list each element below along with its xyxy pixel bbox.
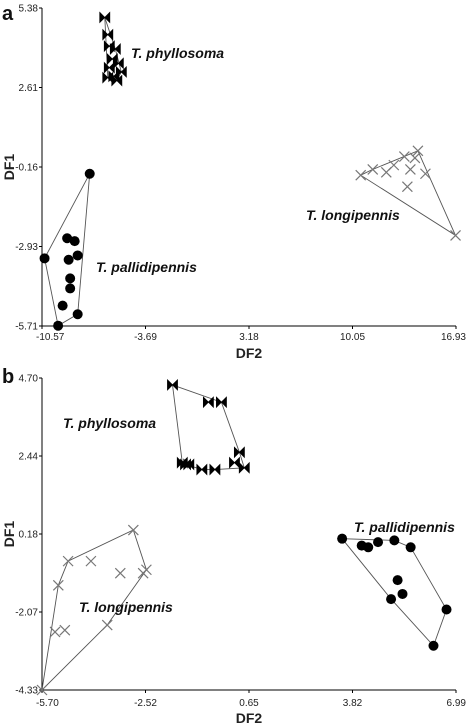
x-tick-label: 6.99	[447, 698, 467, 709]
y-tick-label: -4.33	[15, 686, 38, 697]
x-tick-label: 3.82	[343, 698, 363, 709]
point-b-x-1-7	[49, 626, 61, 638]
point-b-circle-2-5	[405, 542, 416, 553]
point-a-bowtie-0-3	[109, 43, 121, 55]
group-label: T. pallidipennis	[354, 519, 455, 535]
series-circle: T. pallidipennis	[39, 168, 197, 331]
point-a-x-1-3	[388, 159, 400, 171]
group-label: T. pallidipennis	[96, 259, 197, 275]
point-b-x-1-3	[114, 567, 126, 579]
point-b-bowtie-0-6	[209, 463, 221, 476]
point-a-circle-2-8	[57, 300, 68, 311]
point-b-bowtie-0-0	[167, 378, 178, 391]
point-a-x-1-1	[367, 164, 379, 175]
point-a-circle-2-4	[72, 250, 83, 261]
point-b-x-1-10	[36, 684, 48, 696]
point-b-bowtie-0-4	[229, 456, 240, 469]
y-tick-label: 5.38	[19, 4, 39, 15]
point-a-x-1-8	[420, 168, 431, 180]
point-b-x-1-4	[52, 579, 64, 591]
point-b-circle-2-6	[392, 575, 403, 586]
point-a-x-1-6	[409, 152, 421, 164]
series-circle: T. pallidipennis	[337, 519, 455, 651]
y-tick-label: -2.93	[15, 242, 38, 253]
point-b-circle-2-2	[363, 542, 374, 553]
point-b-circle-2-9	[428, 640, 439, 651]
x-tick-label: 3.18	[239, 332, 259, 343]
convex-hull-bowtie	[171, 384, 245, 471]
point-a-bowtie-0-1	[102, 28, 114, 41]
y-tick-label: -0.16	[15, 163, 38, 174]
y-axis-title: DF1	[1, 521, 17, 548]
point-a-bowtie-0-6	[103, 61, 115, 74]
point-b-x-1-2	[62, 555, 74, 567]
point-a-x-1-5	[404, 164, 416, 175]
y-tick-label: 2.44	[19, 452, 39, 463]
y-axis-title: DF1	[1, 154, 17, 181]
point-b-circle-2-3	[373, 537, 384, 548]
point-b-x-1-0	[127, 524, 139, 536]
series-x: T. longipennis	[36, 524, 173, 696]
point-a-x-1-7	[412, 145, 424, 157]
x-tick-label: 0.65	[239, 698, 259, 709]
x-tick-label: -5.70	[36, 698, 59, 709]
point-b-bowtie-0-10	[183, 458, 195, 471]
point-a-circle-2-6	[65, 273, 76, 284]
convex-hull-circle	[341, 538, 447, 647]
point-a-circle-2-0	[84, 168, 95, 179]
point-b-circle-2-7	[397, 588, 408, 599]
series-x: T. longipennis	[306, 145, 461, 241]
point-a-circle-2-3	[69, 236, 80, 247]
convex-hull-circle	[44, 173, 91, 327]
group-label: T. phyllosoma	[63, 415, 156, 431]
point-a-circle-2-1	[39, 253, 50, 264]
panel-b: b 4.70 2.44 0.18 -2.07 -4.33-5.70 -2.52 0.65 3.8…	[1, 366, 466, 726]
y-tick-label: 4.70	[19, 374, 39, 385]
point-a-x-1-9	[401, 181, 413, 193]
point-a-bowtie-0-0	[99, 11, 111, 24]
point-b-x-1-6	[140, 564, 152, 576]
point-b-bowtie-0-7	[196, 463, 208, 476]
y-tick-label: -2.07	[15, 608, 38, 619]
point-a-x-1-4	[398, 151, 410, 162]
point-b-x-1-8	[59, 624, 71, 636]
x-tick-label: -2.52	[134, 698, 157, 709]
panel-letter-a: a	[2, 3, 14, 25]
x-axis-title: DF2	[236, 345, 263, 361]
group-label: T. phyllosoma	[131, 45, 224, 61]
point-a-circle-2-5	[63, 254, 74, 265]
y-tick-label: 0.18	[19, 530, 39, 541]
y-tick-label: 2.61	[19, 83, 39, 94]
point-a-x-1-10	[450, 229, 461, 241]
point-b-circle-2-8	[441, 604, 452, 615]
x-tick-label: 16.93	[441, 332, 466, 343]
point-b-bowtie-0-5	[238, 461, 250, 474]
group-label: T. longipennis	[79, 599, 173, 615]
point-a-circle-2-10	[53, 320, 64, 331]
point-a-circle-2-7	[65, 283, 76, 294]
x-tick-label: -10.57	[36, 332, 65, 343]
point-b-x-1-1	[85, 555, 97, 567]
point-a-x-1-0	[355, 169, 367, 181]
point-b-x-1-9	[101, 619, 113, 631]
point-b-bowtie-0-1	[202, 396, 214, 409]
point-b-circle-2-10	[386, 594, 397, 605]
y-tick-label: -5.71	[15, 322, 38, 333]
point-a-circle-2-9	[72, 309, 83, 320]
group-label: T. longipennis	[306, 207, 400, 223]
series-bowtie: T. phyllosoma	[99, 11, 224, 87]
point-b-bowtie-0-3	[233, 446, 245, 459]
x-tick-label: 10.05	[340, 332, 365, 343]
point-b-circle-2-4	[389, 535, 400, 546]
panel-a: a 5.38 2.61 -0.16 -2.93 -5.71-10.57 -3.69 3.18 1…	[1, 3, 466, 361]
x-axis-title: DF2	[236, 710, 263, 726]
x-tick-label: -3.69	[134, 332, 157, 343]
point-a-bowtie-0-10	[111, 74, 123, 87]
series-bowtie: T. phyllosoma	[63, 378, 250, 476]
point-b-bowtie-0-2	[216, 396, 227, 409]
point-a-circle-2-2	[62, 233, 73, 244]
point-b-circle-2-0	[337, 533, 348, 544]
panel-letter-b: b	[2, 366, 14, 388]
